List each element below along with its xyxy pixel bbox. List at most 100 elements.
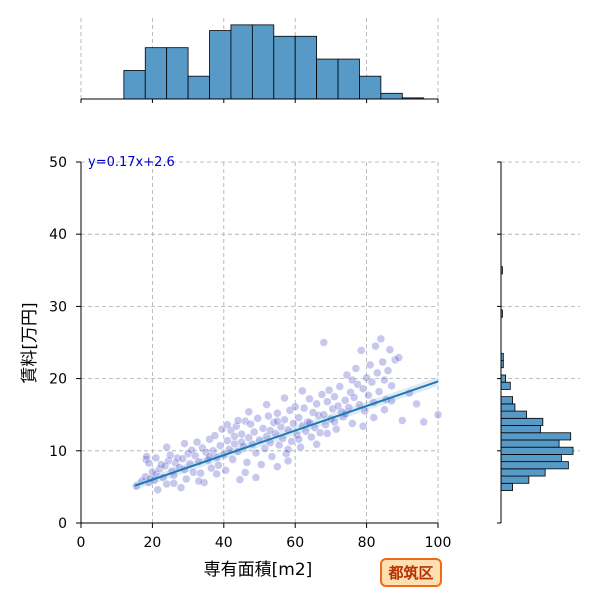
scatter-point [312,399,321,409]
scatter-point [207,463,216,473]
scatter-point [332,424,341,434]
scatter-point [235,475,245,484]
y-tick-label: 50 [49,155,67,171]
scatter-point [348,419,357,428]
scatter-point [308,408,318,417]
scatter-point [383,366,393,375]
scatter-point [282,449,291,458]
y-hist-bar [500,461,569,470]
scatter-point [237,429,246,439]
scatter-point [349,393,359,402]
scatter-point [307,432,316,442]
scatter-point [273,416,282,426]
scatter-point [315,428,325,437]
axis-labels: 専有面積[m2] 賃料[万円] y=0.17x+2.6 [20,155,312,580]
scatter-point [144,458,154,468]
regression-equation: y=0.17x+2.6 [88,155,175,170]
scatter-point [267,452,277,461]
x-hist-bar [337,58,360,100]
scatter-point [215,441,225,450]
x-hist-bar [273,35,296,100]
scatter-point [324,385,334,395]
scatter-point [314,411,323,420]
scatter-point [283,456,293,466]
scatter-point [230,439,239,448]
scatter-point [171,458,180,468]
scatter-point [173,453,182,463]
scatter-point [340,396,350,405]
x-tick-label: 100 [425,535,452,551]
scatter-point [221,466,230,475]
scatter-point [283,445,293,454]
scatter-point [183,449,193,458]
scatter-point [240,416,250,426]
scatter-point [274,440,284,450]
scatter-point [358,384,368,393]
scatter-point [346,388,355,397]
scatter-point [380,405,389,414]
main-grid [81,161,439,523]
x-marginal-histogram [123,24,425,100]
scatter-point [260,444,270,453]
regression-line [134,380,439,487]
y-hist-bar [500,475,530,484]
scatter-point [251,473,261,482]
x-tick-label: 40 [215,535,233,551]
scatter-point [330,392,339,401]
scatter-point [378,357,387,367]
x-tick-label: 20 [143,535,161,551]
x-hist-bar [380,92,403,100]
scatter-point [264,411,273,421]
scatter-point [192,437,202,447]
scatter-point [289,419,298,428]
scatter-point [294,434,304,444]
scatter-point [176,483,186,492]
scatter-point [374,387,384,396]
scatter-point [180,439,189,448]
y-tick-label: 10 [49,444,67,460]
x-hist-bar [209,30,232,100]
scatter-point [419,417,428,427]
ward-badge: 都筑区 [380,558,442,587]
x-hist-bar [230,24,253,100]
scatter-point [249,427,259,437]
scatter-point [162,442,171,452]
y-hist-bar [500,439,560,448]
scatter-point [290,402,300,412]
scatter-point [323,429,332,438]
scatter-point [153,485,163,495]
scatter-point [214,460,223,470]
x-hist-bar [166,47,189,100]
scatter-point [233,416,243,425]
scatter-point [280,393,289,403]
y-hist-bar [500,482,514,491]
scatter-point [194,476,204,486]
scatter-point [305,394,314,404]
scatter-point [237,437,246,447]
scatter-point [323,397,332,406]
scatter-point [151,453,161,463]
ward-badge-label: 都筑区 [387,564,433,582]
scatter-point [294,413,304,422]
scatter-point [367,377,377,387]
scatter-point [394,353,403,362]
scatter-point [242,458,252,467]
y-hist-bar [500,425,541,434]
scatter-point [210,431,220,440]
scatter-point [298,386,307,396]
y-hist-bar [500,468,546,477]
scatter-point [317,390,327,399]
scatter-point [196,468,205,478]
scatter-point [287,437,296,446]
y-hist-bar [500,417,544,426]
scatter-point [348,375,357,385]
ward-badge-box [380,558,442,587]
y-hist-bar [500,374,507,383]
scatter-point [265,426,275,435]
x-tick-label: 0 [77,535,86,551]
scatter-point [412,399,421,409]
scatter-point [385,345,395,354]
y-hist-bar [500,381,511,390]
scatter-point [244,407,254,417]
